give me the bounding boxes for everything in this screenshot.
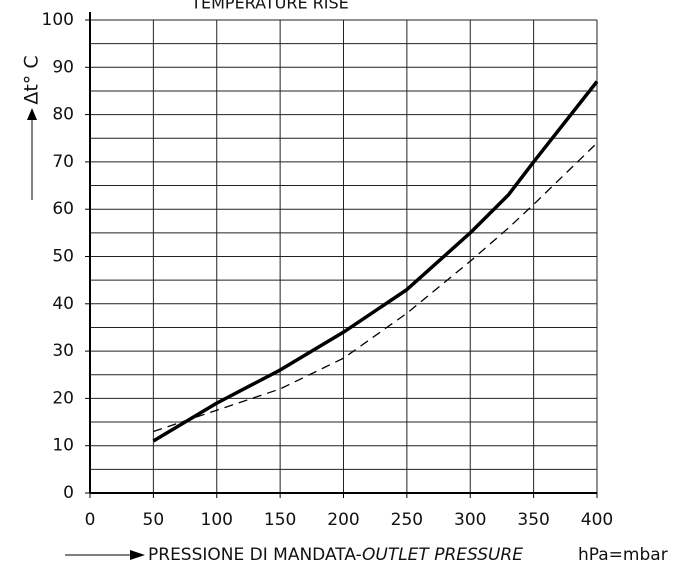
x-tick-label: 100 bbox=[201, 510, 233, 530]
x-tick-label: 200 bbox=[327, 510, 359, 530]
data-line bbox=[152, 80, 599, 443]
y-tick-label: 10 bbox=[52, 436, 74, 456]
x-axis-label: PRESSIONE DI MANDATA- bbox=[148, 545, 362, 565]
y-tick-label: 0 bbox=[63, 483, 74, 503]
y-tick-label: 20 bbox=[52, 388, 74, 408]
x-axis-unit: hPa=mbar bbox=[578, 545, 668, 565]
x-tick-label: 350 bbox=[517, 510, 549, 530]
x-arrow-head bbox=[130, 550, 145, 560]
y-tick-label: 100 bbox=[42, 10, 74, 30]
x-axis-label-italic: OUTLET PRESSURE bbox=[362, 545, 523, 565]
y-tick-label: 30 bbox=[52, 341, 74, 361]
x-tick-label: 50 bbox=[143, 510, 165, 530]
y-axis-label-group: Δt° C bbox=[21, 55, 43, 200]
data-line bbox=[153, 142, 598, 433]
x-tick-label: 150 bbox=[264, 510, 296, 530]
x-tick-label: 0 bbox=[85, 510, 96, 530]
y-axis-label: Δt° C bbox=[21, 55, 43, 104]
y-tick-label: 90 bbox=[52, 57, 74, 77]
x-tick-label: 300 bbox=[454, 510, 486, 530]
y-tick-label: 50 bbox=[52, 247, 74, 267]
chart-title: TEMPERATURE RISE bbox=[190, 0, 349, 13]
y-tick-label: 60 bbox=[52, 199, 74, 219]
x-tick-label: 400 bbox=[581, 510, 613, 530]
y-tick-label: 70 bbox=[52, 152, 74, 172]
y-tick-label: 80 bbox=[52, 105, 74, 125]
y-tick-label: 40 bbox=[52, 294, 74, 314]
x-tick-label: 250 bbox=[391, 510, 423, 530]
y-arrow-head bbox=[27, 108, 37, 120]
